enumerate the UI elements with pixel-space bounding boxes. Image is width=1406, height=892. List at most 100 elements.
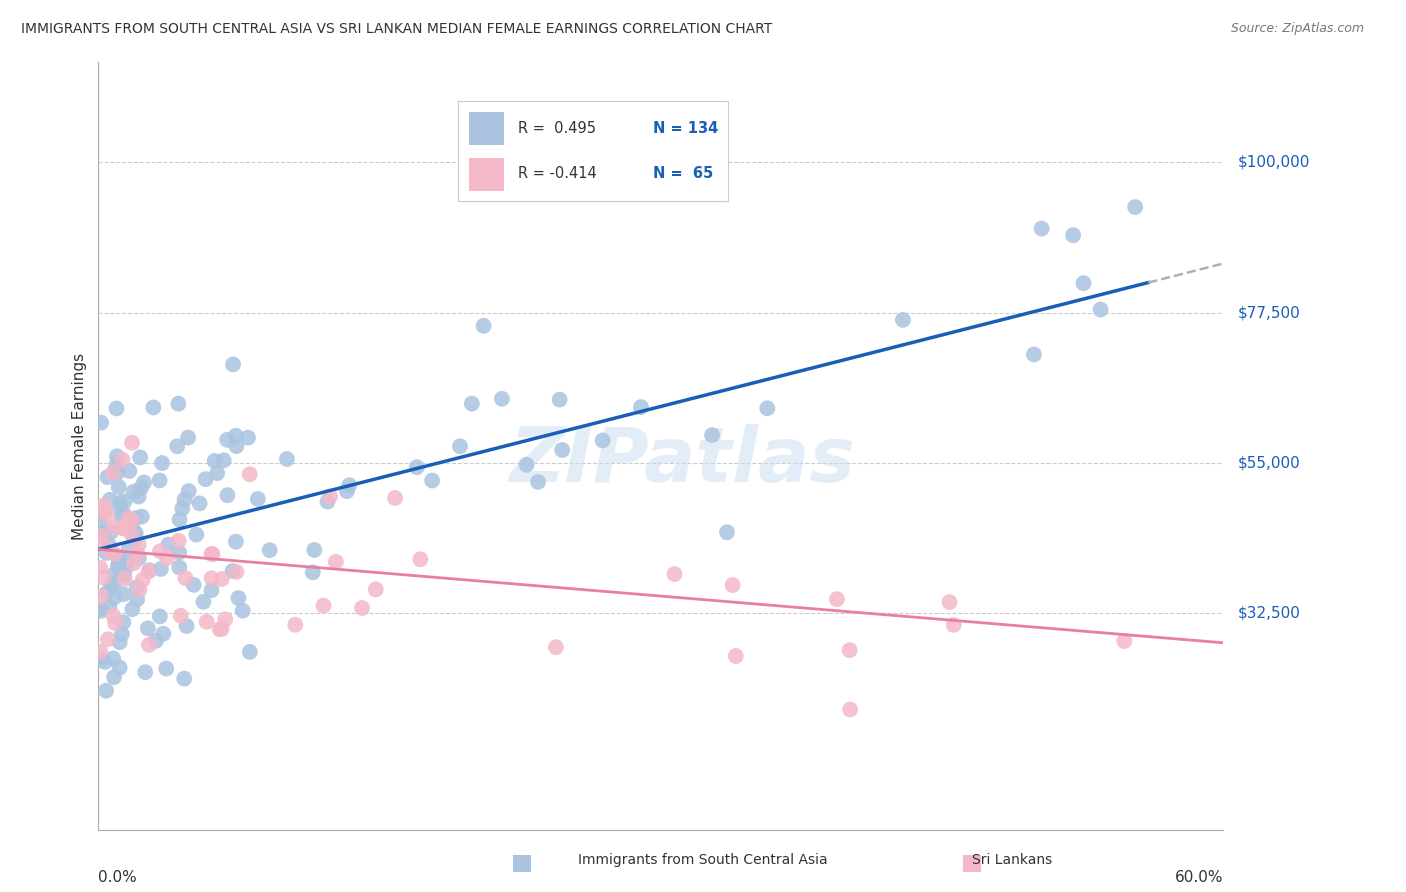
Point: [111, 452, 134, 467]
Point: [136, 621, 159, 635]
Point: [825, 592, 848, 607]
Point: [172, 501, 194, 516]
Point: [138, 565, 160, 579]
Point: [211, 622, 233, 636]
Point: [1031, 221, 1053, 235]
Point: [110, 509, 132, 524]
Point: [90, 416, 112, 430]
Text: Sri Lankans: Sri Lankans: [972, 853, 1053, 867]
Point: [166, 439, 188, 453]
Point: [108, 635, 131, 649]
Point: [1073, 276, 1095, 290]
Point: [108, 496, 131, 510]
Point: [103, 608, 125, 623]
Point: [131, 509, 153, 524]
Point: [107, 558, 129, 573]
Point: [105, 401, 128, 416]
Point: [364, 582, 387, 597]
Point: [167, 545, 190, 559]
Point: [128, 490, 150, 504]
Y-axis label: Median Female Earnings: Median Female Earnings: [72, 352, 87, 540]
Point: [100, 525, 122, 540]
Point: [551, 442, 574, 457]
Point: [1123, 200, 1146, 214]
Point: [110, 500, 132, 515]
Point: [107, 480, 129, 494]
Point: [239, 467, 262, 482]
Point: [176, 619, 198, 633]
Point: [93, 499, 115, 513]
Point: [96, 585, 118, 599]
Point: [225, 429, 247, 443]
Point: [200, 583, 222, 598]
Point: [149, 544, 172, 558]
Point: [938, 595, 960, 609]
Text: $32,500: $32,500: [1239, 606, 1301, 620]
Point: [108, 660, 131, 674]
Point: [472, 318, 495, 333]
Point: [173, 672, 195, 686]
Point: [716, 525, 738, 540]
Point: [316, 494, 339, 508]
Point: [259, 543, 281, 558]
Point: [128, 537, 150, 551]
Point: [515, 458, 537, 472]
Point: [114, 562, 136, 576]
Point: [100, 577, 122, 591]
Point: [630, 400, 652, 414]
Point: [1022, 347, 1045, 361]
Point: [527, 475, 550, 489]
Point: [142, 401, 165, 415]
Point: [129, 481, 152, 495]
Point: [152, 626, 174, 640]
Point: [111, 568, 134, 582]
Point: [114, 494, 136, 508]
Point: [101, 466, 124, 480]
Text: ZIPatlas: ZIPatlas: [510, 425, 856, 499]
Point: [212, 453, 235, 467]
Text: $100,000: $100,000: [1239, 155, 1310, 170]
Point: [112, 521, 135, 535]
Point: [700, 428, 723, 442]
Point: [90, 529, 112, 543]
Point: [108, 551, 131, 566]
Point: [112, 568, 135, 582]
Point: [214, 612, 236, 626]
Point: [157, 538, 180, 552]
Text: Immigrants from South Central Asia: Immigrants from South Central Asia: [578, 853, 828, 867]
Point: [225, 565, 247, 579]
Point: [98, 492, 121, 507]
Point: [284, 617, 307, 632]
Point: [93, 506, 115, 520]
Point: [90, 604, 112, 618]
Point: [246, 491, 269, 506]
Point: [177, 431, 200, 445]
Point: [236, 431, 259, 445]
Point: [121, 602, 143, 616]
Point: [664, 567, 686, 582]
Text: 60.0%: 60.0%: [1175, 870, 1223, 885]
Point: [167, 533, 190, 548]
Point: [105, 458, 128, 472]
Point: [312, 599, 335, 613]
Point: [167, 397, 190, 411]
Point: [221, 564, 243, 578]
Point: [217, 488, 239, 502]
Point: [97, 632, 120, 647]
Point: [114, 572, 136, 586]
Point: [124, 524, 146, 539]
Point: [96, 470, 118, 484]
Point: [149, 609, 172, 624]
Point: [112, 506, 135, 520]
Point: [89, 516, 111, 530]
Point: [128, 551, 150, 566]
Text: Source: ZipAtlas.com: Source: ZipAtlas.com: [1230, 22, 1364, 36]
Point: [891, 313, 914, 327]
Point: [409, 552, 432, 566]
Point: [96, 683, 118, 698]
Point: [839, 702, 862, 716]
Point: [134, 665, 156, 680]
Point: [104, 615, 127, 630]
Point: [225, 534, 247, 549]
Point: [420, 474, 443, 488]
